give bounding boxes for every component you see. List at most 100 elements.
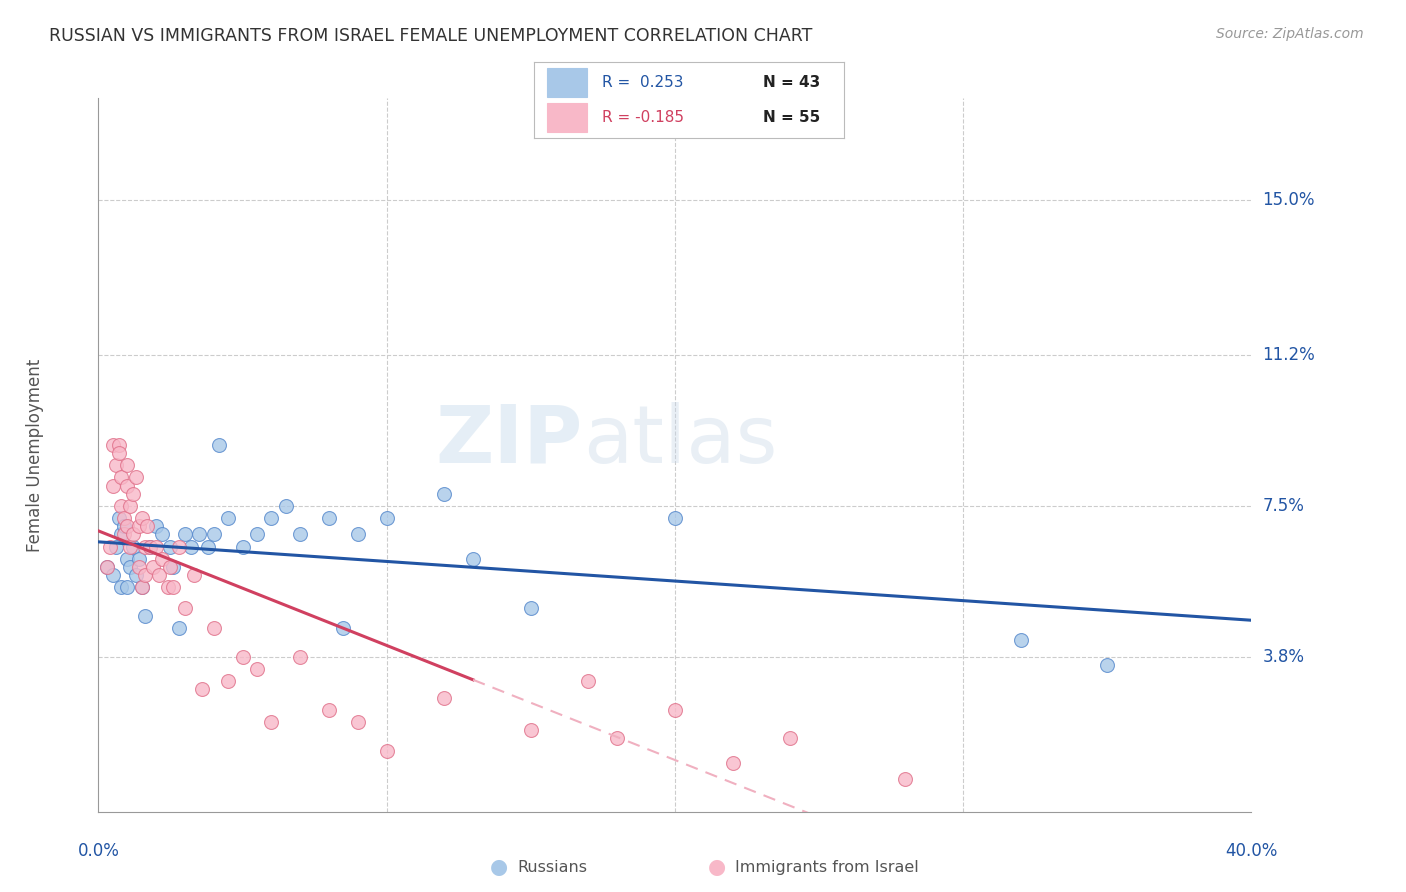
Point bbox=[107, 438, 129, 452]
Point bbox=[162, 560, 184, 574]
Bar bbox=[547, 68, 586, 96]
Point bbox=[174, 527, 197, 541]
Point bbox=[208, 438, 231, 452]
Point bbox=[128, 560, 150, 574]
Point bbox=[375, 743, 398, 757]
Text: 11.2%: 11.2% bbox=[1263, 346, 1315, 364]
Text: atlas: atlas bbox=[582, 401, 778, 480]
Point bbox=[167, 621, 190, 635]
Point bbox=[375, 511, 398, 525]
Point bbox=[433, 690, 456, 705]
Text: N = 43: N = 43 bbox=[763, 75, 821, 90]
Point bbox=[461, 552, 484, 566]
Point bbox=[433, 486, 456, 500]
Point bbox=[664, 703, 686, 717]
Point bbox=[578, 674, 600, 689]
Point bbox=[117, 478, 138, 492]
Point bbox=[520, 600, 543, 615]
Text: Female Unemployment: Female Unemployment bbox=[25, 359, 44, 551]
Text: RUSSIAN VS IMMIGRANTS FROM ISRAEL FEMALE UNEMPLOYMENT CORRELATION CHART: RUSSIAN VS IMMIGRANTS FROM ISRAEL FEMALE… bbox=[49, 27, 813, 45]
Point bbox=[110, 470, 132, 484]
Point bbox=[112, 511, 135, 525]
Point bbox=[202, 621, 225, 635]
Point bbox=[120, 540, 142, 554]
Point bbox=[112, 519, 135, 533]
Point bbox=[136, 519, 159, 533]
Point bbox=[107, 446, 129, 460]
Point bbox=[217, 511, 239, 525]
Point bbox=[606, 731, 628, 746]
Text: R = -0.185: R = -0.185 bbox=[602, 111, 685, 125]
Point bbox=[159, 560, 181, 574]
Point bbox=[318, 703, 340, 717]
Text: 3.8%: 3.8% bbox=[1263, 648, 1305, 665]
Point bbox=[520, 723, 543, 738]
Point bbox=[122, 486, 145, 500]
Point bbox=[1097, 657, 1119, 672]
Point bbox=[197, 540, 219, 554]
Point bbox=[346, 714, 368, 729]
Point bbox=[134, 609, 156, 624]
Point bbox=[101, 568, 124, 582]
Point bbox=[107, 511, 129, 525]
Point bbox=[117, 458, 138, 472]
Point bbox=[131, 581, 153, 595]
Point bbox=[145, 540, 167, 554]
Point bbox=[231, 540, 254, 554]
Point bbox=[110, 527, 132, 541]
Point bbox=[148, 568, 170, 582]
Point bbox=[894, 772, 917, 786]
Point bbox=[131, 511, 153, 525]
Point bbox=[117, 581, 138, 595]
Point bbox=[125, 470, 148, 484]
Point bbox=[156, 581, 179, 595]
Point bbox=[125, 568, 148, 582]
Text: 0.0%: 0.0% bbox=[77, 842, 120, 860]
Point bbox=[246, 662, 269, 676]
Point bbox=[128, 519, 150, 533]
Point bbox=[131, 581, 153, 595]
Point bbox=[104, 540, 127, 554]
Point bbox=[202, 527, 225, 541]
Point bbox=[779, 731, 801, 746]
Point bbox=[290, 527, 312, 541]
Point bbox=[139, 540, 162, 554]
Text: Immigrants from Israel: Immigrants from Israel bbox=[735, 860, 920, 874]
Point bbox=[150, 552, 173, 566]
Point bbox=[117, 552, 138, 566]
Point bbox=[332, 621, 354, 635]
Point bbox=[142, 560, 165, 574]
Point bbox=[122, 527, 145, 541]
Point bbox=[274, 499, 297, 513]
Point bbox=[117, 519, 138, 533]
Point bbox=[159, 540, 181, 554]
Text: Russians: Russians bbox=[517, 860, 588, 874]
Text: ●: ● bbox=[709, 857, 725, 877]
Point bbox=[112, 527, 135, 541]
Text: ZIP: ZIP bbox=[436, 401, 582, 480]
Point bbox=[246, 527, 269, 541]
Point bbox=[346, 527, 368, 541]
Point bbox=[191, 682, 214, 697]
Point bbox=[134, 568, 156, 582]
Point bbox=[318, 511, 340, 525]
Point bbox=[110, 581, 132, 595]
Point bbox=[122, 540, 145, 554]
Point bbox=[145, 519, 167, 533]
Point bbox=[174, 600, 197, 615]
Text: R =  0.253: R = 0.253 bbox=[602, 75, 683, 90]
Point bbox=[128, 552, 150, 566]
Text: 40.0%: 40.0% bbox=[1225, 842, 1278, 860]
Text: ●: ● bbox=[491, 857, 508, 877]
Point bbox=[110, 499, 132, 513]
Text: 7.5%: 7.5% bbox=[1263, 497, 1305, 515]
Text: Source: ZipAtlas.com: Source: ZipAtlas.com bbox=[1216, 27, 1364, 41]
Point bbox=[139, 540, 162, 554]
Point bbox=[721, 756, 744, 770]
Point bbox=[150, 527, 173, 541]
Point bbox=[101, 478, 124, 492]
Text: 15.0%: 15.0% bbox=[1263, 191, 1315, 209]
Point bbox=[231, 649, 254, 664]
Point bbox=[183, 568, 205, 582]
Point bbox=[188, 527, 211, 541]
